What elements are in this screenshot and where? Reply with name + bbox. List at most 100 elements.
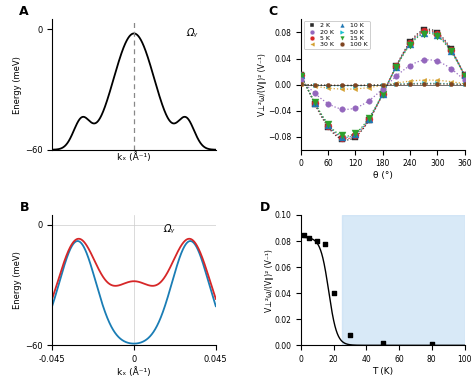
Point: [420, 29, 428, 36]
Point: [311, 83, 319, 89]
Point: [311, 99, 319, 105]
Point: [447, 81, 455, 87]
Point: [379, 91, 386, 97]
Point: [311, 100, 319, 106]
Point: [338, 136, 346, 142]
Point: [379, 90, 386, 97]
Point: [338, 86, 346, 92]
Point: [420, 81, 428, 87]
Point: [433, 80, 441, 87]
Point: [433, 58, 441, 64]
Text: A: A: [19, 5, 29, 19]
Point: [406, 62, 414, 69]
Point: [447, 48, 455, 54]
Point: [297, 72, 305, 78]
Point: [297, 72, 305, 78]
Point: [322, 241, 329, 247]
Point: [420, 28, 428, 35]
Point: [365, 115, 373, 121]
Text: Ωᵧ: Ωᵧ: [164, 224, 174, 234]
Point: [311, 82, 319, 88]
Point: [379, 86, 386, 92]
Point: [324, 121, 332, 127]
Point: [461, 72, 468, 78]
Point: [406, 80, 414, 87]
Point: [324, 124, 332, 130]
Point: [311, 82, 319, 88]
Point: [461, 72, 468, 78]
Y-axis label: V⊥²ω/(V∥)² (V⁻¹): V⊥²ω/(V∥)² (V⁻¹): [257, 53, 266, 116]
Point: [313, 238, 321, 244]
Point: [406, 78, 414, 84]
Point: [461, 81, 468, 87]
Point: [324, 85, 332, 91]
Point: [420, 31, 428, 37]
Point: [406, 40, 414, 46]
Y-axis label: Energy (meV): Energy (meV): [13, 55, 22, 114]
Point: [338, 106, 346, 112]
Point: [352, 83, 359, 89]
Point: [297, 81, 305, 87]
Point: [352, 86, 359, 92]
Point: [379, 91, 386, 97]
Text: D: D: [260, 201, 270, 214]
Point: [365, 117, 373, 123]
Point: [346, 332, 354, 338]
Point: [365, 114, 373, 121]
Point: [392, 80, 400, 86]
Point: [352, 132, 359, 139]
Point: [433, 32, 441, 38]
Point: [406, 39, 414, 45]
Point: [392, 63, 400, 69]
Point: [365, 82, 373, 88]
Point: [311, 100, 319, 107]
Point: [338, 132, 346, 139]
Point: [433, 77, 441, 83]
Point: [338, 82, 346, 88]
X-axis label: θ (°): θ (°): [373, 171, 392, 180]
Point: [324, 123, 332, 129]
Point: [447, 66, 455, 72]
Point: [338, 83, 346, 89]
Y-axis label: V⊥²ω/(V∥)² (V⁻¹): V⊥²ω/(V∥)² (V⁻¹): [264, 249, 273, 312]
Point: [365, 85, 373, 91]
Point: [406, 41, 414, 47]
Point: [297, 81, 305, 88]
Point: [461, 72, 468, 78]
Point: [447, 81, 455, 87]
Text: C: C: [268, 5, 277, 19]
X-axis label: T (K): T (K): [372, 367, 393, 376]
Point: [352, 130, 359, 136]
Point: [447, 47, 455, 53]
Point: [379, 81, 386, 88]
Legend: 2 K, 20 K, 5 K, 30 K, 10 K, 50 K, 15 K, 100 K: 2 K, 20 K, 5 K, 30 K, 10 K, 50 K, 15 K, …: [304, 21, 370, 49]
Point: [447, 46, 455, 52]
Point: [365, 97, 373, 104]
Point: [379, 82, 386, 88]
Point: [392, 62, 400, 69]
Point: [420, 27, 428, 33]
Point: [379, 91, 386, 97]
Point: [379, 82, 386, 88]
Point: [311, 90, 319, 96]
Point: [433, 81, 441, 87]
Point: [447, 48, 455, 55]
Point: [297, 81, 305, 87]
Point: [406, 42, 414, 48]
Point: [352, 131, 359, 137]
Point: [461, 81, 468, 87]
Point: [420, 57, 428, 63]
Point: [338, 133, 346, 140]
Point: [379, 340, 386, 346]
Point: [392, 63, 400, 69]
Point: [297, 77, 305, 83]
Point: [461, 73, 468, 79]
Point: [447, 78, 455, 85]
Point: [428, 341, 436, 347]
Point: [433, 31, 441, 37]
Point: [324, 122, 332, 128]
Point: [297, 73, 305, 79]
Point: [392, 64, 400, 70]
Point: [365, 82, 373, 88]
Point: [330, 290, 337, 296]
